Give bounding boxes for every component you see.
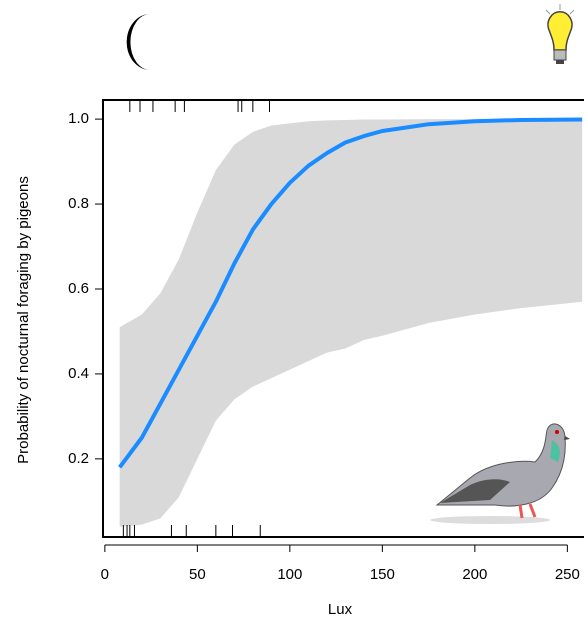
bulb-icon: [545, 4, 575, 64]
x-tick-label: 50: [189, 566, 206, 583]
y-tick-label: 1.0: [68, 110, 89, 127]
y-tick-label: 0.4: [68, 365, 89, 382]
x-tick-label: 200: [462, 566, 487, 583]
confidence-band: [119, 119, 583, 527]
x-tick-label: 100: [277, 566, 302, 583]
x-tick-label: 0: [101, 566, 109, 583]
moon-icon: [126, 13, 150, 71]
pigeon-icon: [430, 423, 570, 524]
x-tick-label: 250: [555, 566, 580, 583]
fitted-line: [118, 117, 583, 469]
y-tick-label: 0.8: [68, 195, 89, 212]
plot-frame: [102, 99, 584, 538]
x-axis-label: Lux: [328, 601, 353, 618]
y-axis-label: Probability of nocturnal foraging by pig…: [15, 176, 32, 464]
x-tick-label: 150: [370, 566, 395, 583]
y-tick-label: 0.6: [68, 280, 89, 297]
y-tick-label: 0.2: [68, 450, 89, 467]
